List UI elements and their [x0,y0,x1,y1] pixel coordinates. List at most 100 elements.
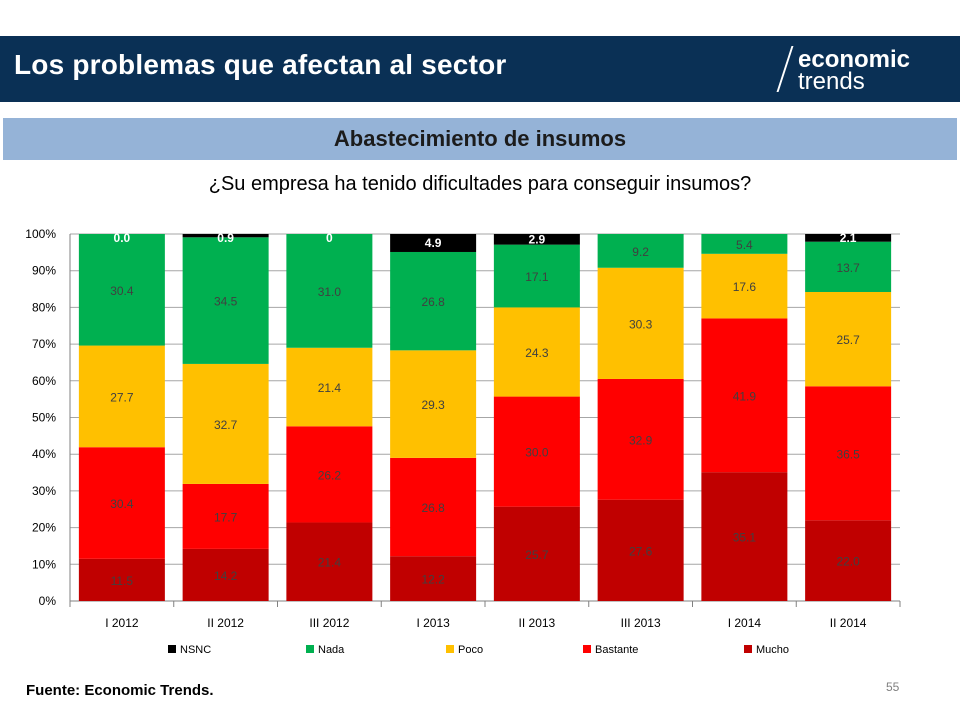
y-tick-label: 90% [32,264,56,278]
data-label: 17.1 [525,270,549,284]
bar-mucho [493,506,580,601]
section-bar: Abastecimiento de insumos [3,118,957,160]
legend-swatch-nada [306,645,314,653]
legend-label: Mucho [756,644,789,656]
data-label: 17.7 [214,510,238,524]
data-label: 0.9 [217,231,234,245]
bar-poco [493,307,580,397]
bar-mucho [701,472,788,601]
economic-trends-logo: economic trends [776,42,956,98]
bar-bastante [78,447,165,559]
bar-poco [78,345,165,448]
data-label: 26.8 [421,501,445,515]
bar-bastante [286,426,373,523]
logo-word-trends: trends [798,68,865,95]
logo-slash [776,46,794,92]
data-label: 27.7 [110,390,134,404]
logo-word-economic: economic [798,46,911,73]
data-label: 31.0 [318,285,342,299]
legend-swatch-bastante [583,645,591,653]
y-tick-label: 0% [39,594,57,608]
y-tick-label: 20% [32,521,56,535]
data-label: 30.4 [110,284,134,298]
legend-swatch-poco [446,645,454,653]
bar-nada [390,251,477,351]
data-label: 32.9 [629,433,653,447]
x-tick-label: I 2014 [728,616,762,630]
data-label: 25.7 [525,548,549,562]
bar-nada [78,234,165,346]
bar-mucho [597,499,684,601]
y-tick-label: 30% [32,484,56,498]
section-title: Abastecimiento de insumos [333,126,627,151]
x-tick-label: II 2012 [207,616,244,630]
data-label: 5.4 [736,238,753,252]
y-tick-label: 50% [32,411,56,425]
data-label: 17.6 [733,280,757,294]
bar-bastante [493,396,580,507]
stacked-bar-chart: 0% 10% 20% 30% 40% 50% 60% 70% 80% 90% 100% 11.5 30.… [25,227,901,656]
bar-mucho [286,522,373,601]
data-label: 41.9 [733,389,757,403]
data-label: 22.0 [836,555,860,569]
y-tick-label: 100% [25,227,56,241]
x-tick-label: I 2012 [105,616,139,630]
title-bar: Los problemas que afectan al sector econ… [0,36,960,102]
data-label: 29.3 [421,398,445,412]
bar-poco [701,253,788,319]
y-tick-label: 80% [32,300,56,314]
data-label: 13.7 [836,261,860,275]
bar-nada [182,237,269,364]
chart-title: ¿Su empresa ha tenido dificultades para … [208,173,752,195]
data-label: 4.9 [425,236,442,250]
data-label: 26.8 [421,295,445,309]
data-label: 36.5 [836,447,860,461]
data-label: 0.0 [114,231,131,245]
bar-nsnc [390,234,477,252]
data-label: 2.1 [840,231,857,245]
data-label: 21.4 [318,556,342,570]
x-tick-label: II 2014 [830,616,867,630]
bar-bastante [805,386,892,521]
bar-poco [805,291,892,387]
y-tick-label: 40% [32,447,56,461]
data-label: 30.3 [629,317,653,331]
data-label: 11.5 [111,574,134,588]
bar-nsnc [493,234,580,245]
data-label: 24.3 [525,346,549,360]
bar-nada [701,234,788,254]
y-tick-label: 10% [32,557,56,571]
data-label: 30.0 [525,446,549,460]
data-label: 32.7 [214,418,238,432]
bar-nada [597,234,684,268]
bar-nada [286,234,373,348]
x-tick-label: III 2013 [621,616,661,630]
x-tick-label: I 2013 [416,616,450,630]
bar-poco [182,363,269,484]
page-title: Los problemas que afectan al sector [14,49,507,80]
y-tick-label: 70% [32,337,56,351]
data-label: 25.7 [836,333,860,347]
legend-swatch-nsnc [168,645,176,653]
y-tick-label: 60% [32,374,56,388]
source-note: Fuente: Economic Trends. [26,682,214,699]
data-label: 12.2 [421,573,445,587]
bar-bastante [182,483,269,549]
bar-mucho [78,558,165,601]
bar-mucho [805,520,892,601]
data-label: 30.4 [110,497,134,511]
bar-mucho [390,556,477,601]
bar-nsnc [182,234,269,238]
legend-swatch-mucho [744,645,752,653]
bar-poco [597,267,684,379]
data-label: 9.2 [632,245,649,259]
bar-nada [805,241,892,292]
x-tick-label: III 2012 [309,616,349,630]
data-label: 21.4 [318,381,342,395]
bar-bastante [390,457,477,557]
bar-poco [390,350,477,458]
data-label: 2.9 [529,232,546,246]
bar-poco [286,347,373,427]
data-label: 14.2 [214,569,238,583]
data-label: 35.1 [733,531,757,545]
